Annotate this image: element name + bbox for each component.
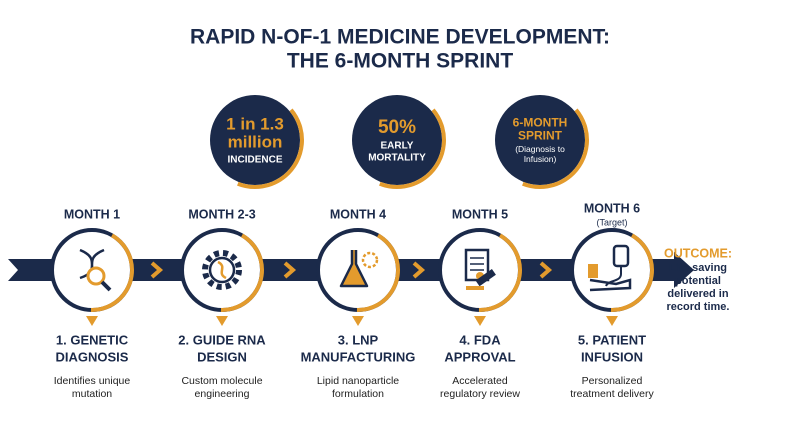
step-title: DESIGN bbox=[197, 349, 247, 364]
stat-value: million bbox=[228, 132, 283, 151]
stat-circle bbox=[352, 95, 442, 185]
month-note: (Target) bbox=[596, 217, 627, 227]
stat-label: INCIDENCE bbox=[227, 154, 282, 165]
month-label: MONTH 1 bbox=[64, 207, 120, 221]
title: THE 6-MONTH SPRINT bbox=[287, 50, 514, 73]
step-icon bbox=[79, 248, 112, 292]
stat-circle bbox=[495, 95, 585, 185]
icon-particle bbox=[361, 251, 379, 269]
step-description: Custom molecule bbox=[181, 375, 262, 387]
accent-arc bbox=[491, 90, 589, 189]
step-title: 2. GUIDE RNA bbox=[178, 332, 266, 347]
title: RAPID N-OF-1 MEDICINE DEVELOPMENT: bbox=[190, 26, 610, 49]
step-description: treatment delivery bbox=[570, 388, 654, 400]
stat-value: 50% bbox=[378, 117, 416, 138]
outcome-text: delivered in bbox=[667, 288, 728, 300]
outcome-text: potential bbox=[675, 275, 721, 287]
step-title: DIAGNOSIS bbox=[56, 349, 129, 364]
icon-lens bbox=[86, 266, 106, 286]
month-label: MONTH 5 bbox=[452, 207, 508, 221]
outcome-text: Life-saving bbox=[669, 262, 727, 274]
accent-arc bbox=[348, 91, 446, 189]
month-label: MONTH 4 bbox=[330, 207, 386, 221]
pointer bbox=[606, 316, 618, 326]
step-description: Accelerated bbox=[452, 375, 508, 387]
icon-arm bbox=[589, 278, 632, 292]
accent-arc bbox=[206, 91, 304, 189]
stat-value: 1 in 1.3 bbox=[226, 115, 284, 134]
step-description: formulation bbox=[332, 388, 384, 400]
stat-label: (Diagnosis to bbox=[515, 144, 565, 154]
chevron bbox=[539, 261, 553, 279]
outcome-text: record time. bbox=[667, 301, 730, 313]
chevron bbox=[283, 261, 297, 279]
accent-arc bbox=[438, 228, 522, 312]
icon-flask bbox=[339, 250, 369, 288]
pointer bbox=[86, 316, 98, 326]
stat-value: 6-MONTH bbox=[513, 116, 568, 130]
icon-tube bbox=[605, 266, 622, 287]
step-description: mutation bbox=[72, 388, 112, 400]
pointer bbox=[474, 316, 486, 326]
step-icon bbox=[202, 250, 242, 290]
pointer bbox=[352, 316, 364, 326]
stat-value: SPRINT bbox=[518, 128, 563, 142]
step-title: 3. LNP bbox=[338, 332, 379, 347]
accent-arc bbox=[316, 228, 400, 312]
month-label: MONTH 2-3 bbox=[188, 207, 255, 221]
step-title: 4. FDA bbox=[459, 332, 501, 347]
step-title: MANUFACTURING bbox=[301, 349, 416, 364]
month-label: MONTH 6 bbox=[584, 201, 640, 215]
stat-circle bbox=[210, 95, 300, 185]
icon-gear bbox=[202, 250, 242, 290]
stat-label: MORTALITY bbox=[368, 153, 426, 164]
step-icon bbox=[588, 244, 632, 292]
step-description: engineering bbox=[195, 388, 250, 400]
icon-gavel-base bbox=[466, 286, 484, 290]
step-description: Lipid nanoparticle bbox=[317, 375, 399, 387]
step-title: 5. PATIENT bbox=[578, 332, 646, 347]
outcome-label: OUTCOME: bbox=[664, 246, 732, 260]
step-title: APPROVAL bbox=[444, 349, 515, 364]
step-title: 1. GENETIC bbox=[56, 332, 129, 347]
accent-arc bbox=[50, 228, 134, 312]
step-icon bbox=[464, 248, 496, 290]
icon-iv-bag bbox=[612, 244, 630, 268]
icon-cuff bbox=[588, 264, 598, 278]
icon-gavel bbox=[475, 268, 496, 287]
accent-arc bbox=[570, 228, 654, 312]
step-description: regulatory review bbox=[440, 388, 520, 400]
accent-arc bbox=[180, 228, 264, 312]
icon-handle bbox=[100, 280, 112, 292]
chevron bbox=[150, 261, 164, 279]
step-icon bbox=[339, 250, 379, 288]
chevron bbox=[412, 261, 426, 279]
stat-label: Infusion) bbox=[524, 154, 557, 164]
step-description: Identifies unique bbox=[54, 375, 131, 387]
icon-helix bbox=[217, 260, 227, 280]
step-title: INFUSION bbox=[581, 349, 643, 364]
pointer bbox=[216, 316, 228, 326]
step-description: Personalized bbox=[582, 375, 643, 387]
stat-label: EARLY bbox=[381, 141, 414, 152]
